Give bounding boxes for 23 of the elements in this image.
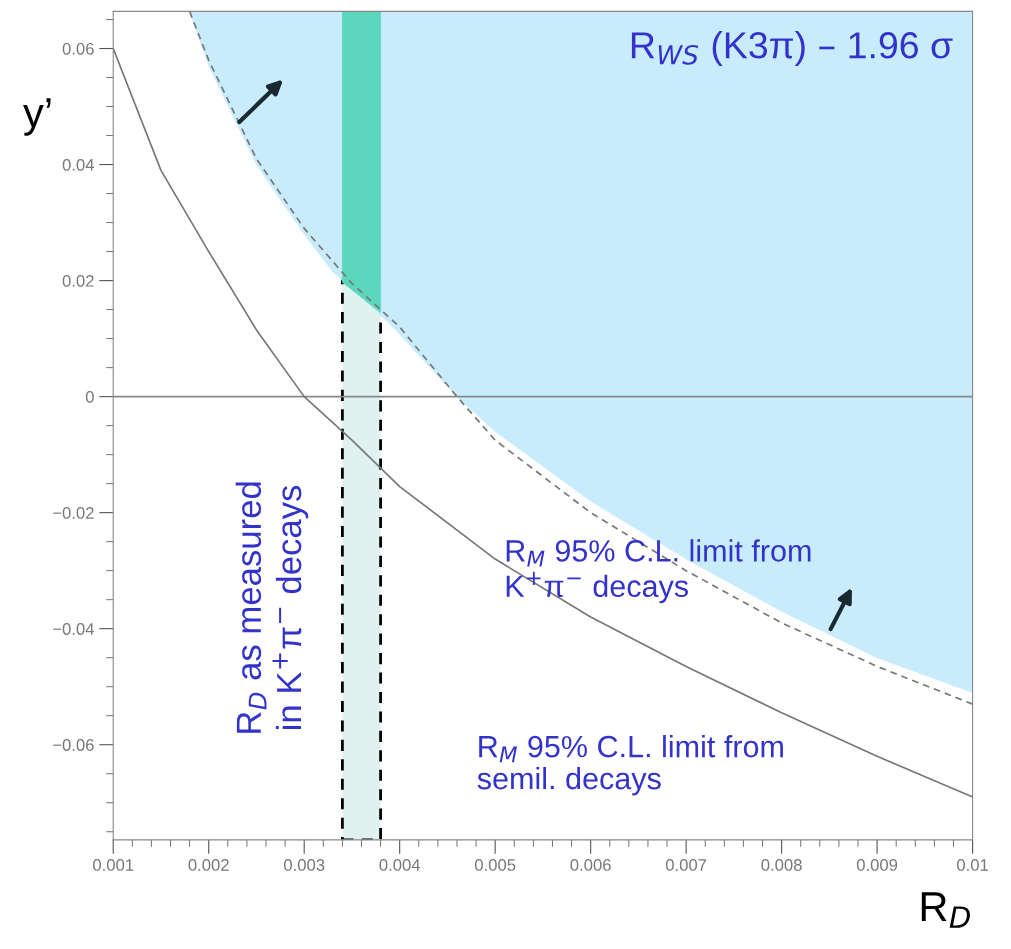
x-tick-label: 0.001 bbox=[93, 859, 134, 871]
x-tick-label: 0.008 bbox=[761, 859, 802, 871]
y-tick-label: −0.04 bbox=[53, 623, 94, 635]
y-tick-label: −0.06 bbox=[53, 739, 94, 751]
y-tick-label: 0.04 bbox=[62, 158, 94, 171]
y-tick-label: 0 bbox=[85, 391, 94, 403]
y-tick-label: 0.02 bbox=[62, 274, 94, 287]
annotation: R$_{WS}$ (K3π) – 1.96 σ bbox=[631, 31, 953, 66]
annotation: R$_{M}$ 95% C.L. limit from K$^{+}$π$^{−}$ decays bbox=[506, 539, 811, 604]
annotation: R$_{D}$ as measured in K$^{+}$π$^{−}$ decays bbox=[235, 482, 309, 733]
x-tick-label: 0.002 bbox=[188, 859, 229, 871]
y-tick-label: 0.06 bbox=[62, 42, 94, 55]
x-tick-label: 0.01 bbox=[957, 859, 988, 871]
x-tick-label: 0.007 bbox=[665, 859, 707, 871]
y-tick-label: −0.02 bbox=[53, 507, 94, 519]
annotation: R$_{M}$ 95% C.L. limit from semil. decays bbox=[477, 735, 783, 796]
x-tick-label: 0.003 bbox=[284, 859, 325, 871]
y-axis-title: y’ bbox=[23, 98, 51, 136]
x-tick-label: 0.009 bbox=[856, 859, 898, 871]
x-tick-label: 0.005 bbox=[474, 859, 516, 871]
x-tick-label: 0.006 bbox=[570, 859, 611, 871]
x-tick-label: 0.004 bbox=[379, 859, 421, 871]
x-axis-title: R$_{D}$ bbox=[921, 892, 970, 928]
